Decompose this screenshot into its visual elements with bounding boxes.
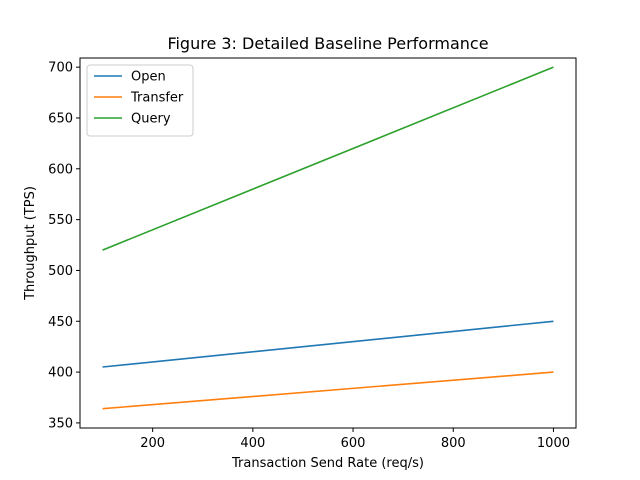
series-lines xyxy=(102,66,554,410)
y-tick-label: 650 xyxy=(48,111,73,126)
y-tick-label: 500 xyxy=(48,264,73,279)
y-tick-label: 450 xyxy=(48,315,73,330)
y-axis-ticks: 350 400 450 500 550 600 650 700 xyxy=(48,61,80,431)
y-tick-label: 550 xyxy=(48,213,73,228)
x-tick-label: 600 xyxy=(341,436,366,451)
x-tick-label: 200 xyxy=(140,436,165,451)
series-line-open xyxy=(102,320,554,368)
x-axis-ticks: 200 400 600 800 1000 xyxy=(140,428,570,451)
series-line-query xyxy=(102,66,554,251)
y-tick-label: 600 xyxy=(48,162,73,177)
x-tick-label: 400 xyxy=(240,436,265,451)
plot-frame xyxy=(79,57,577,429)
series-line-transfer xyxy=(102,371,554,410)
legend-entry-transfer: Transfer xyxy=(130,91,184,106)
x-axis-label: Transaction Send Rate (req/s) xyxy=(231,456,424,471)
x-tick-label: 800 xyxy=(441,436,466,451)
y-tick-label: 400 xyxy=(48,366,73,381)
x-tick-label: 1000 xyxy=(537,436,570,451)
y-axis-label: Throughput (TPS) xyxy=(23,186,38,301)
chart-title: Figure 3: Detailed Baseline Performance xyxy=(167,34,488,53)
legend-entry-query: Query xyxy=(131,112,171,127)
y-tick-label: 700 xyxy=(48,61,73,76)
legend: Open Transfer Query xyxy=(86,64,194,137)
y-tick-label: 350 xyxy=(48,416,73,431)
legend-entry-open: Open xyxy=(131,70,166,85)
